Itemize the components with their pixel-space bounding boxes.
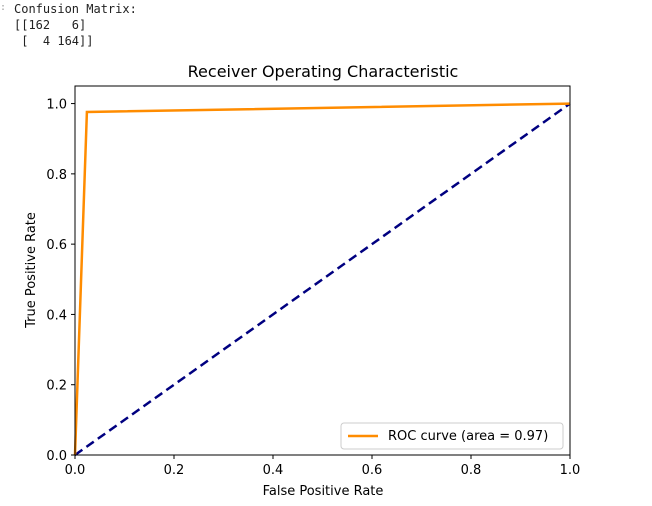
console-output: : Confusion Matrix: [[162 6] [ 4 164]] (0, 0, 652, 56)
output-prompt: : (0, 2, 7, 13)
legend-label: ROC curve (area = 0.97) (388, 429, 548, 444)
ticks-layer: 0.0 0.2 0.4 0.6 0.8 1.0 0.0 0.2 0.4 0.6 0.8 1.0 (46, 98, 580, 478)
chart-title: Receiver Operating Characteristic (188, 62, 459, 81)
y-axis-label: True Positive Rate (24, 212, 39, 329)
x-tick-label: 0.6 (362, 463, 383, 478)
y-tick-label: 0.8 (46, 168, 67, 183)
roc-curve-line (73, 102, 571, 456)
y-tick-label: 0.4 (46, 308, 67, 323)
plot-frame (74, 85, 571, 456)
x-tick-label: 0.8 (461, 463, 482, 478)
chance-diagonal-line (74, 102, 571, 457)
legend-box (340, 422, 564, 450)
y-tick-label: 1.0 (46, 98, 67, 113)
legend: ROC curve (area = 0.97) (340, 422, 564, 450)
x-tick-label: 0.4 (263, 463, 284, 478)
x-tick-label: 1.0 (560, 463, 581, 478)
x-axis-label: False Positive Rate (263, 484, 384, 499)
console-line: Confusion Matrix: (14, 2, 137, 16)
y-tick-label: 0.6 (46, 238, 67, 253)
series-layer (73, 102, 571, 457)
x-tick-label: 0.0 (65, 463, 86, 478)
console-line: [[162 6] (14, 18, 87, 32)
y-tick-label: 0.0 (46, 449, 67, 464)
y-tick-label: 0.2 (46, 379, 67, 394)
console-line: [ 4 164]] (14, 34, 94, 48)
x-tick-label: 0.2 (164, 463, 185, 478)
